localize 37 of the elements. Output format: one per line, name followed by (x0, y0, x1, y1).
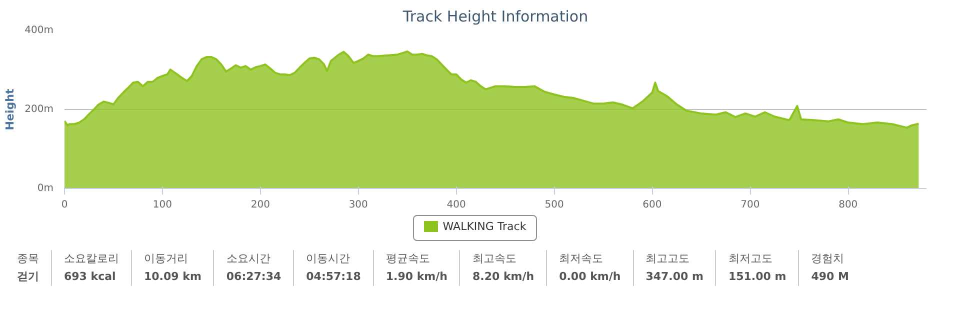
x-tick-label: 300 (348, 200, 368, 210)
text: 평균속도 (386, 251, 431, 267)
x-tick-label: 500 (544, 200, 564, 210)
text: 151.00 m (728, 269, 786, 285)
y-tick-label: 400m (24, 25, 54, 36)
text: 경험치 (811, 251, 846, 267)
text: 소요칼로리 (64, 251, 119, 267)
x-tick-label: 700 (740, 200, 760, 210)
text: 10.09 km (144, 269, 202, 285)
x-tick-label: 0 (61, 200, 68, 210)
text: 종목 (17, 251, 39, 267)
text: 490 M (811, 269, 849, 285)
chart-title: Track Height Information (402, 8, 588, 26)
y-tick-label: 200m (24, 104, 54, 115)
x-tick-label: 100 (152, 200, 172, 210)
text: 이동거리 (144, 251, 189, 267)
y-axis-title: Height (4, 88, 17, 130)
text: 최고고도 (646, 251, 691, 267)
text: 1.90 km/h (386, 269, 448, 285)
y-tick-label: 0m (37, 183, 54, 194)
x-tick-label: 400 (446, 200, 466, 210)
text: 693 kcal (64, 269, 117, 285)
text: 0.00 km/h (559, 269, 621, 285)
text: 347.00 m (646, 269, 704, 285)
text: 최고속도 (472, 251, 518, 267)
x-tick-label: 800 (838, 200, 858, 210)
text: 걷기 (17, 269, 39, 285)
text: 최저고도 (728, 251, 774, 267)
text: 소요시간 (226, 251, 272, 267)
text: 최저속도 (559, 251, 604, 267)
x-tick-label: 600 (642, 200, 662, 210)
text: 8.20 km/h (472, 269, 534, 285)
text: 이동시간 (306, 251, 352, 267)
text: 04:57:18 (306, 269, 361, 285)
text: 06:27:34 (226, 269, 282, 285)
legend-label: WALKING Track (442, 219, 526, 235)
x-tick-label: 200 (250, 200, 270, 210)
